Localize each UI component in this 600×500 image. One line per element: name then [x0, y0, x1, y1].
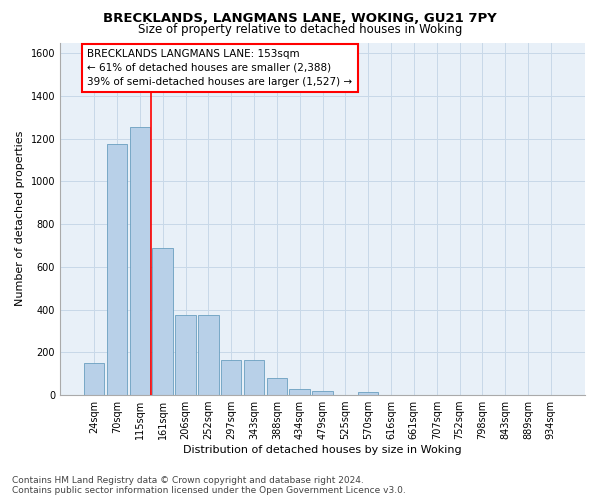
Bar	[198, 315, 218, 395]
Bar	[130, 127, 150, 395]
Bar	[266, 378, 287, 395]
Text: BRECKLANDS LANGMANS LANE: 153sqm
← 61% of detached houses are smaller (2,388)
39: BRECKLANDS LANGMANS LANE: 153sqm ← 61% o…	[88, 49, 352, 87]
Bar	[312, 391, 333, 395]
Bar	[152, 248, 173, 395]
Text: Size of property relative to detached houses in Woking: Size of property relative to detached ho…	[138, 22, 462, 36]
Bar	[84, 363, 104, 395]
Y-axis label: Number of detached properties: Number of detached properties	[15, 131, 25, 306]
Bar	[175, 315, 196, 395]
Bar	[289, 388, 310, 395]
Text: BRECKLANDS, LANGMANS LANE, WOKING, GU21 7PY: BRECKLANDS, LANGMANS LANE, WOKING, GU21 …	[103, 12, 497, 26]
Bar	[107, 144, 127, 395]
Bar	[244, 360, 264, 395]
Bar	[358, 392, 379, 395]
Bar	[221, 360, 241, 395]
Text: Contains HM Land Registry data © Crown copyright and database right 2024.
Contai: Contains HM Land Registry data © Crown c…	[12, 476, 406, 495]
X-axis label: Distribution of detached houses by size in Woking: Distribution of detached houses by size …	[183, 445, 462, 455]
